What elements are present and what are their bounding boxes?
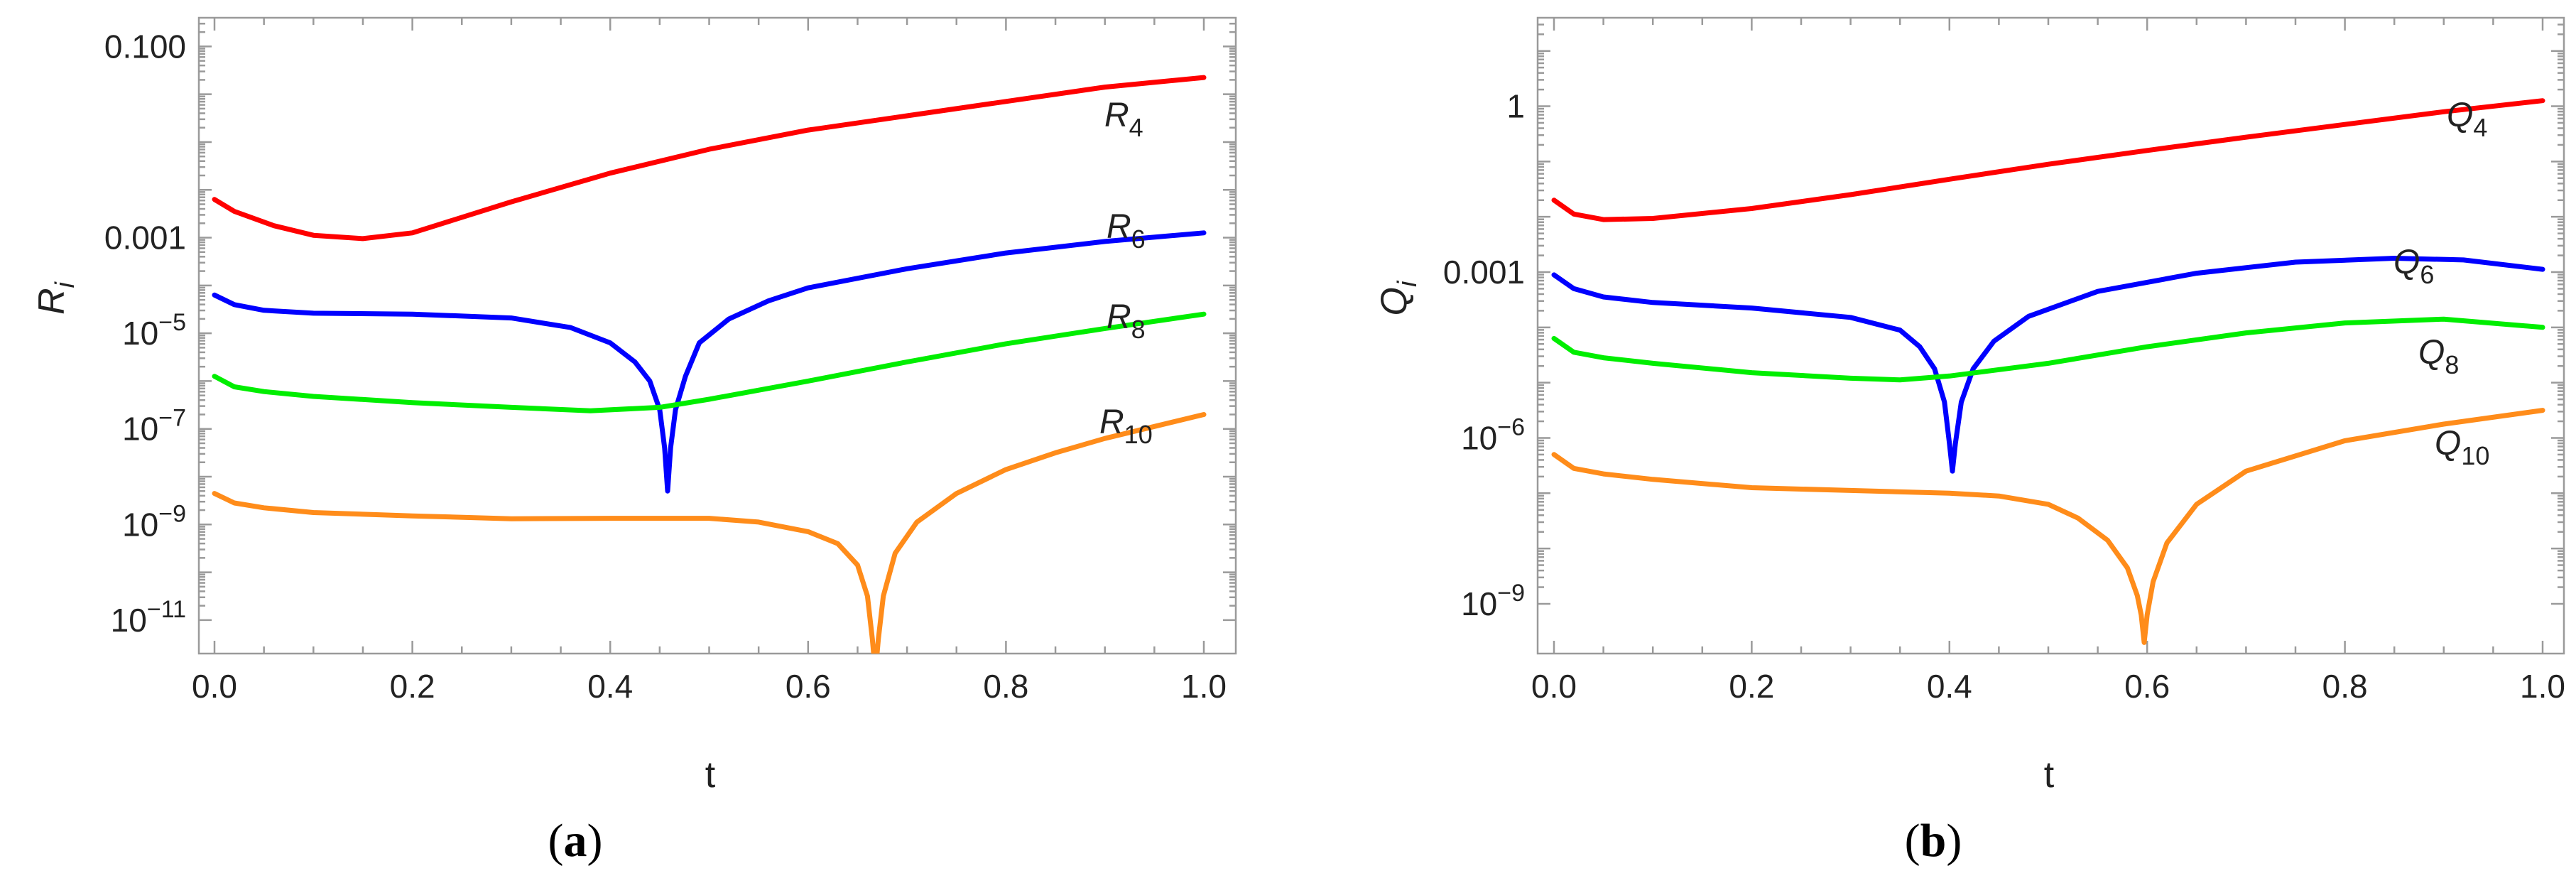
panel-label: (a) xyxy=(548,815,603,867)
series-label-r8: R8 xyxy=(1107,298,1146,344)
y-tick-label: 0.100 xyxy=(104,28,186,65)
series-line-q8 xyxy=(1551,316,2545,383)
series-line-r8 xyxy=(212,311,1207,413)
panel-a: 0.0 0.2 0.4 0.6 0.8 1.0 0.100 0.001 10−5 10−7 10−9… xyxy=(31,16,1237,867)
series-line-r6 xyxy=(212,230,1207,494)
series-label-r4: R4 xyxy=(1104,97,1143,142)
y-tick-label: 10−7 xyxy=(122,405,186,448)
panel-label: (b) xyxy=(1905,815,1962,867)
series-group xyxy=(1551,98,2545,645)
x-tick-label: 0.2 xyxy=(390,668,435,705)
x-tick-label: 0.4 xyxy=(1927,668,1972,705)
y-tick-label: 0.001 xyxy=(104,220,186,256)
x-axis-title: t xyxy=(705,754,716,796)
series-line-q10 xyxy=(1551,408,2545,645)
series-label-q10: Q10 xyxy=(2435,425,2489,470)
series-label-q8: Q8 xyxy=(2418,334,2459,379)
x-tick-label: 0.4 xyxy=(587,668,633,705)
series-label-r10: R10 xyxy=(1099,404,1153,449)
series-label-r6: R6 xyxy=(1107,208,1146,254)
y-tick-label: 0.001 xyxy=(1443,254,1525,291)
x-tick-label: 0.0 xyxy=(1531,668,1577,705)
y-tick-label: 10−11 xyxy=(111,596,186,639)
x-tick-label: 0.8 xyxy=(2322,668,2368,705)
series-label-q4: Q4 xyxy=(2447,97,2487,142)
series-line-q4 xyxy=(1551,98,2545,222)
x-tick-label: 1.0 xyxy=(2520,668,2565,705)
series-line-r4 xyxy=(212,75,1207,242)
plot-frame xyxy=(197,16,1237,655)
x-tick-label: 0.6 xyxy=(786,668,831,705)
y-tick-label: 1 xyxy=(1506,88,1525,125)
series-line-q6 xyxy=(1551,256,2545,474)
y-tick-label: 10−5 xyxy=(122,309,186,352)
y-axis-title: Ri xyxy=(31,281,80,315)
y-tick-label: 10−9 xyxy=(122,500,186,543)
x-tick-label: 0.0 xyxy=(192,668,237,705)
x-tick-label: 0.8 xyxy=(983,668,1028,705)
x-tick-label: 0.2 xyxy=(1729,668,1774,705)
panel-b: 0.0 0.2 0.4 0.6 0.8 1.0 1 0.001 10−6 10−9 Q4 Q6 Q8 Q1… xyxy=(1374,16,2565,867)
y-tick-label: 10−9 xyxy=(1461,580,1525,622)
x-axis-title: t xyxy=(2044,754,2055,796)
y-axis-title: Qi xyxy=(1374,280,1423,315)
series-label-q6: Q6 xyxy=(2393,244,2434,289)
plot-frame xyxy=(1536,16,2565,655)
series-group xyxy=(212,75,1207,654)
x-tick-label: 1.0 xyxy=(1181,668,1227,705)
series-line-r10 xyxy=(212,412,1207,654)
y-tick-label: 10−6 xyxy=(1461,413,1525,456)
x-tick-label: 0.6 xyxy=(2124,668,2170,705)
